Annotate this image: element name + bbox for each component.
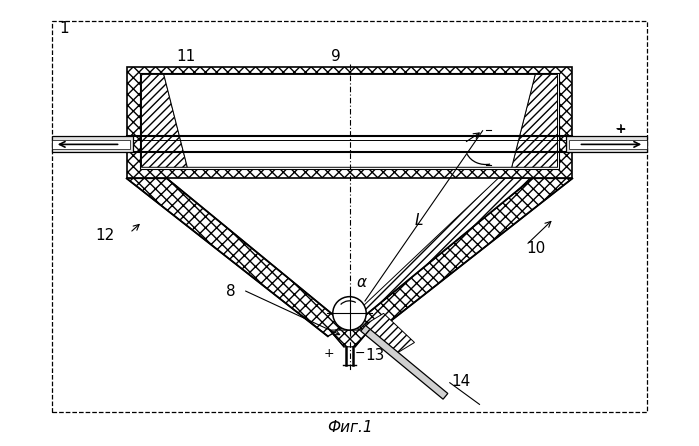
Text: 9: 9 bbox=[331, 49, 340, 64]
Text: +: + bbox=[616, 123, 626, 136]
Text: 11: 11 bbox=[176, 49, 196, 64]
Text: Фиг.1: Фиг.1 bbox=[326, 420, 373, 435]
Polygon shape bbox=[569, 140, 647, 149]
Polygon shape bbox=[164, 74, 535, 167]
Text: −: − bbox=[355, 347, 366, 360]
Polygon shape bbox=[566, 136, 647, 153]
Text: 10: 10 bbox=[526, 241, 545, 256]
Text: +: + bbox=[614, 122, 626, 136]
Polygon shape bbox=[330, 330, 369, 347]
Text: +: + bbox=[324, 347, 334, 360]
Polygon shape bbox=[512, 74, 558, 167]
Text: 13: 13 bbox=[365, 348, 384, 363]
Polygon shape bbox=[352, 178, 572, 336]
Polygon shape bbox=[363, 314, 415, 355]
Polygon shape bbox=[361, 326, 448, 399]
Polygon shape bbox=[351, 178, 532, 326]
Polygon shape bbox=[127, 178, 347, 336]
Polygon shape bbox=[141, 74, 187, 167]
Polygon shape bbox=[52, 136, 133, 153]
Polygon shape bbox=[140, 73, 559, 169]
Text: 1: 1 bbox=[60, 21, 69, 36]
Text: 12: 12 bbox=[96, 228, 115, 244]
Circle shape bbox=[333, 297, 366, 330]
Polygon shape bbox=[52, 140, 130, 149]
Text: α: α bbox=[357, 275, 367, 290]
Polygon shape bbox=[127, 67, 572, 178]
Text: 14: 14 bbox=[452, 374, 471, 389]
Text: L: L bbox=[415, 213, 423, 228]
Text: 8: 8 bbox=[226, 284, 236, 299]
